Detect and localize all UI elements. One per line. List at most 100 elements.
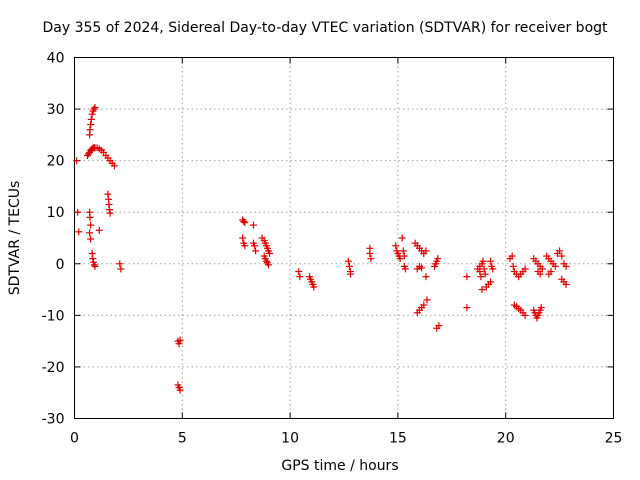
data-point xyxy=(558,252,566,260)
x-tick-label: 25 xyxy=(605,431,623,447)
data-point xyxy=(551,262,559,270)
data-point xyxy=(310,283,318,291)
grid xyxy=(74,57,614,419)
data-point xyxy=(463,304,471,312)
data-point xyxy=(240,217,248,225)
data-point xyxy=(86,213,94,221)
data-point xyxy=(487,278,495,286)
data-point xyxy=(88,110,96,118)
data-point xyxy=(477,273,485,281)
axis-ticks: 0 5 10 15 20 25 -30 -20 -10 0 10 20 30 40 xyxy=(42,51,623,447)
data-point xyxy=(95,226,103,234)
data-point xyxy=(562,280,570,288)
y-tick-label: -10 xyxy=(42,308,65,324)
data-point xyxy=(478,286,486,294)
y-tick-label: 40 xyxy=(47,51,65,67)
data-point xyxy=(422,247,430,255)
data-point xyxy=(538,265,546,273)
y-tick-label: 30 xyxy=(47,102,65,118)
data-point xyxy=(74,208,82,216)
data-point xyxy=(487,257,495,265)
data-point xyxy=(537,304,545,312)
x-tick-label: 10 xyxy=(281,431,299,447)
data-point xyxy=(266,249,274,257)
data-point xyxy=(422,273,430,281)
data-point xyxy=(104,190,112,198)
data-point xyxy=(562,262,570,270)
data-point xyxy=(423,296,431,304)
data-point xyxy=(296,273,304,281)
data-point xyxy=(87,221,95,229)
x-tick-label: 15 xyxy=(389,431,407,447)
data-point xyxy=(344,257,352,265)
data-point xyxy=(400,252,408,260)
data-point xyxy=(508,252,516,260)
data-points xyxy=(73,104,570,394)
data-point xyxy=(399,247,407,255)
data-point xyxy=(105,206,113,214)
data-point xyxy=(392,242,400,250)
data-point xyxy=(90,105,98,113)
data-point xyxy=(176,386,184,394)
x-axis-label: GPS time / hours xyxy=(281,458,398,474)
data-point xyxy=(251,242,259,250)
data-point xyxy=(509,262,517,270)
data-point xyxy=(345,262,353,270)
data-point xyxy=(536,270,544,278)
data-point xyxy=(87,235,95,243)
data-point xyxy=(89,255,97,263)
y-tick-label: 20 xyxy=(47,154,65,170)
data-point xyxy=(489,265,497,273)
data-point xyxy=(116,260,124,268)
data-point xyxy=(262,257,270,265)
y-tick-label: 0 xyxy=(56,257,65,273)
data-point xyxy=(346,270,354,278)
data-point xyxy=(110,162,118,170)
x-tick-label: 5 xyxy=(178,431,187,447)
data-point xyxy=(463,273,471,281)
data-point xyxy=(480,265,488,273)
data-point xyxy=(398,234,406,242)
data-point xyxy=(175,340,183,348)
data-point xyxy=(367,255,375,263)
data-point xyxy=(521,265,529,273)
data-point xyxy=(241,242,249,250)
data-point xyxy=(90,261,98,269)
data-point xyxy=(265,261,273,269)
data-point xyxy=(239,234,247,242)
data-point xyxy=(117,265,125,273)
data-point xyxy=(249,221,257,229)
data-point xyxy=(252,247,260,255)
data-point xyxy=(401,265,409,273)
data-point xyxy=(87,115,95,123)
data-point xyxy=(241,219,249,227)
data-point xyxy=(521,311,529,319)
x-tick-label: 20 xyxy=(497,431,515,447)
data-point xyxy=(91,104,99,112)
data-point xyxy=(176,336,184,344)
data-point xyxy=(91,262,99,270)
data-point xyxy=(479,257,487,265)
y-tick-label: -20 xyxy=(42,360,65,376)
chart-title: Day 355 of 2024, Sidereal Day-to-day VTE… xyxy=(42,20,608,36)
y-tick-label: -30 xyxy=(42,412,65,428)
data-point xyxy=(396,255,404,263)
data-point xyxy=(75,228,83,236)
y-axis-label: SDTVAR / TECUs xyxy=(7,181,23,296)
data-point xyxy=(418,264,426,272)
data-point xyxy=(73,157,81,165)
data-point xyxy=(86,126,94,134)
data-point xyxy=(547,268,555,276)
data-point xyxy=(85,150,93,158)
data-point xyxy=(476,268,484,276)
data-point xyxy=(295,268,303,276)
data-point xyxy=(433,324,441,332)
data-point xyxy=(556,247,564,255)
data-point xyxy=(434,255,442,263)
data-point xyxy=(88,249,96,257)
x-tick-label: 0 xyxy=(70,431,79,447)
data-point xyxy=(87,121,95,129)
data-point xyxy=(106,209,114,217)
data-point xyxy=(481,270,489,278)
